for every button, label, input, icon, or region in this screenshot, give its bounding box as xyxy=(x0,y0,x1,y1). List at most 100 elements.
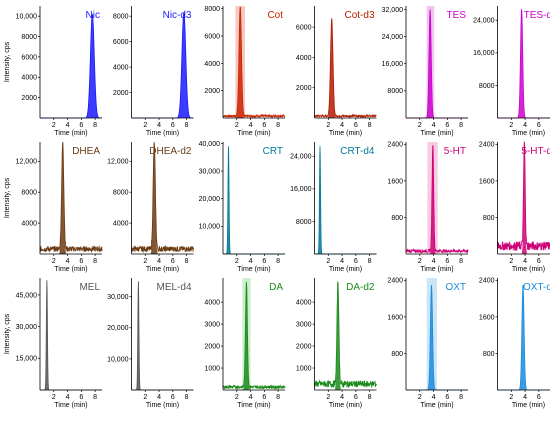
y-tick-label: 6000 xyxy=(21,54,37,61)
peak-area xyxy=(86,14,99,118)
x-tick-label: 4 xyxy=(66,122,70,129)
x-tick-label: 4 xyxy=(66,258,70,265)
chromatogram-trace xyxy=(40,280,102,391)
y-tick-label: 1600 xyxy=(479,314,495,321)
x-tick-label: 4 xyxy=(432,258,436,265)
peak-area xyxy=(226,146,231,254)
x-axis-title: Time (min) xyxy=(512,266,545,273)
peak-area xyxy=(243,284,250,390)
x-tick-label: 2 xyxy=(235,122,239,129)
x-tick-label: 2 xyxy=(143,258,147,265)
panel-title: CRT-d4 xyxy=(340,146,375,157)
y-tick-label: 8000 xyxy=(21,34,37,41)
x-axis-title: Time (min) xyxy=(420,402,453,409)
y-tick-label: 12,000 xyxy=(107,159,129,166)
y-tick-label: 6000 xyxy=(296,25,312,32)
chromatogram-trace xyxy=(222,281,286,391)
x-tick-label: 2 xyxy=(235,394,239,401)
peak-area xyxy=(518,8,525,119)
chart-panel-2: 2000 4000 6000 8000 2 4 6 8 Time (min) Nic-d3 xyxy=(113,6,194,137)
x-tick-label: 6 xyxy=(171,394,175,401)
panel-title: MEL xyxy=(79,282,100,293)
x-tick-label: 4 xyxy=(157,258,161,265)
x-tick-label: 4 xyxy=(340,258,344,265)
y-tick-label: 6000 xyxy=(204,33,220,40)
chart-panel-10: 8000 16,000 24,000 2 4 6 8 Time (min) CRT-d4 xyxy=(290,142,377,273)
y-tick-label: 2000 xyxy=(204,88,220,95)
y-tick-label: 1600 xyxy=(387,178,403,185)
y-tick-label: 2000 xyxy=(296,343,312,350)
y-tick-label: 4000 xyxy=(204,61,220,68)
panel-title: CRT xyxy=(263,146,283,157)
panel-title: OXT-d5 xyxy=(523,282,550,293)
y-tick-label: 8000 xyxy=(204,6,220,13)
x-tick-label: 2 xyxy=(143,394,147,401)
x-tick-label: 8 xyxy=(93,258,97,265)
y-tick-label: 2400 xyxy=(387,142,403,149)
x-tick-label: 2 xyxy=(52,122,56,129)
panel-title: Cot-d3 xyxy=(344,10,374,21)
x-tick-label: 2 xyxy=(326,394,330,401)
y-tick-label: 2400 xyxy=(479,278,495,285)
peak-area xyxy=(59,147,67,254)
x-axis-title: Time (min) xyxy=(512,402,545,409)
peak-area xyxy=(430,146,436,254)
x-tick-label: 6 xyxy=(354,258,358,265)
y-tick-label: 800 xyxy=(391,351,403,358)
peak-area xyxy=(328,21,336,118)
x-tick-label: 4 xyxy=(523,122,527,129)
x-tick-label: 6 xyxy=(171,258,175,265)
x-tick-label: 2 xyxy=(326,122,330,129)
y-tick-label: 4000 xyxy=(204,300,220,307)
x-tick-label: 6 xyxy=(445,258,449,265)
x-tick-label: 8 xyxy=(185,394,189,401)
y-tick-label: 1000 xyxy=(296,365,312,372)
x-tick-label: 4 xyxy=(340,394,344,401)
chart-panel-1: 2000 4000 6000 8000 10,000 2 4 6 8 Time (min) Nic xyxy=(16,6,102,137)
chart-panel-7: 4000 8000 12,000 2 4 6 8 Time (min) DHEA xyxy=(16,141,103,273)
y-tick-label: 800 xyxy=(391,215,403,222)
chart-panel-3: 2000 4000 6000 8000 2 4 6 8 Time (min) Cot xyxy=(204,6,286,137)
y-tick-label: 16,000 xyxy=(473,50,495,57)
chromatogram-trace xyxy=(222,6,286,119)
x-axis-title: Time (min) xyxy=(329,266,362,273)
x-axis-title: Time (min) xyxy=(329,402,362,409)
y-tick-label: 8000 xyxy=(21,190,37,197)
x-tick-label: 2 xyxy=(326,258,330,265)
x-tick-label: 6 xyxy=(354,122,358,129)
panel-title: Nic-d3 xyxy=(163,10,192,21)
x-tick-label: 8 xyxy=(459,394,463,401)
peak-area xyxy=(236,8,244,119)
x-tick-label: 6 xyxy=(262,122,266,129)
y-tick-label: 40,000 xyxy=(199,141,221,148)
peak-area xyxy=(426,9,434,119)
x-axis-title: Time (min) xyxy=(237,266,270,273)
x-axis-title: Time (min) xyxy=(146,266,179,273)
x-tick-label: 4 xyxy=(66,394,70,401)
y-tick-label: 8000 xyxy=(479,83,495,90)
x-tick-label: 8 xyxy=(459,258,463,265)
y-tick-label: 800 xyxy=(483,215,495,222)
chart-panel-9: 10,000 20,000 30,000 40,000 2 4 6 8 Time (min) CR… xyxy=(199,141,285,273)
x-tick-label: 4 xyxy=(523,394,527,401)
y-tick-label: 20,000 xyxy=(199,196,221,203)
y-tick-label: 24,000 xyxy=(473,18,495,25)
x-tick-label: 8 xyxy=(185,122,189,129)
x-tick-label: 2 xyxy=(52,258,56,265)
panel-title: MEL-d4 xyxy=(156,282,191,293)
x-tick-label: 6 xyxy=(537,122,541,129)
x-tick-label: 4 xyxy=(157,394,161,401)
x-tick-label: 8 xyxy=(368,258,372,265)
x-tick-label: 4 xyxy=(157,122,161,129)
chromatogram-trace xyxy=(314,281,377,389)
y-tick-label: 30,000 xyxy=(16,324,38,331)
x-tick-label: 2 xyxy=(418,122,422,129)
x-tick-label: 8 xyxy=(276,122,280,129)
x-axis-title: Time (min) xyxy=(54,402,87,409)
x-tick-label: 6 xyxy=(262,394,266,401)
x-tick-label: 6 xyxy=(79,394,83,401)
y-tick-label: 2000 xyxy=(21,95,37,102)
x-tick-label: 8 xyxy=(93,122,97,129)
